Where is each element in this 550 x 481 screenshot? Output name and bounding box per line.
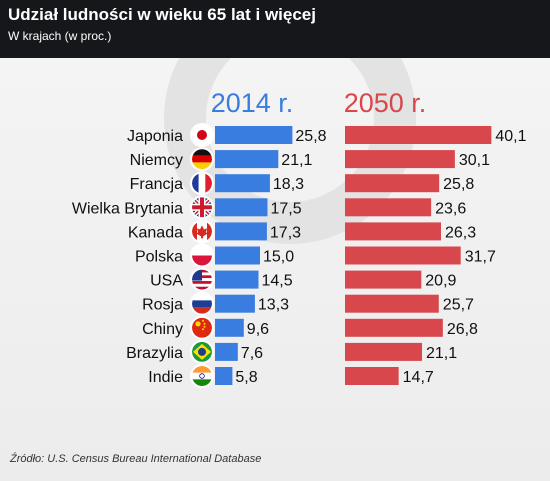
bar-2050	[345, 270, 422, 289]
bar-2014	[215, 318, 244, 337]
value-label-2050: 23,6	[435, 200, 466, 217]
uk-flag-icon	[192, 197, 212, 218]
france-flag-icon	[192, 173, 212, 194]
bar-2050	[345, 126, 492, 144]
chart-title: Udział ludności w wieku 65 lat i więcej	[8, 5, 316, 24]
legend-2050: 2050 r.	[344, 88, 427, 118]
bar-2014	[215, 270, 259, 289]
value-label-2014: 14,5	[262, 273, 293, 290]
category-label: Chiny	[142, 321, 183, 338]
value-label-2014: 17,3	[270, 224, 301, 241]
category-label: Wielka Brytania	[72, 200, 183, 217]
value-label-2050: 30,1	[459, 152, 490, 169]
bar-2014	[215, 222, 267, 241]
bar-2050	[345, 246, 461, 265]
value-label-2050: 25,8	[443, 176, 474, 193]
value-label-2014: 15,0	[263, 249, 294, 266]
source-note: Źródło: U.S. Census Bureau International…	[10, 453, 262, 465]
value-label-2050: 21,1	[426, 345, 457, 362]
value-label-2050: 20,9	[425, 273, 456, 290]
category-label: USA	[150, 273, 183, 290]
category-label: Indie	[148, 369, 183, 386]
germany-flag-icon	[192, 149, 212, 170]
brazil-flag-icon	[192, 341, 212, 362]
bar-2050	[345, 222, 441, 241]
logo-watermark	[164, 58, 416, 244]
category-label: Japonia	[127, 128, 183, 145]
canada-flag-icon	[192, 221, 212, 242]
bar-2014	[215, 174, 270, 193]
bar-2050	[345, 294, 439, 313]
category-label: Niemcy	[130, 152, 183, 169]
bar-2050	[345, 318, 443, 337]
russia-flag-icon	[192, 293, 212, 314]
category-label: Kanada	[128, 224, 183, 241]
bar-2050	[345, 174, 440, 193]
category-label: Francja	[130, 176, 183, 193]
value-label-2014: 17,5	[271, 200, 302, 217]
japan-flag-icon	[192, 125, 212, 145]
usa-flag-icon	[192, 269, 212, 290]
value-label-2014: 9,6	[247, 321, 269, 338]
value-label-2014: 7,6	[241, 345, 263, 362]
bar-2014	[215, 294, 255, 313]
bar-2014	[215, 246, 260, 265]
china-flag-icon	[192, 317, 212, 338]
value-label-2014: 13,3	[258, 297, 289, 314]
bar-2014	[215, 198, 268, 217]
value-label-2050: 31,7	[465, 249, 496, 266]
bar-2050	[345, 342, 423, 361]
value-label-2014: 21,1	[281, 152, 312, 169]
value-label-2050: 26,3	[445, 224, 476, 241]
legend-2014: 2014 r.	[211, 88, 294, 118]
category-label: Rosja	[142, 297, 183, 314]
bar-2050	[345, 367, 399, 385]
bar-2014	[215, 150, 279, 169]
poland-flag-icon	[192, 245, 212, 266]
value-label-2014: 18,3	[273, 176, 304, 193]
chart-header: Udział ludności w wieku 65 lat i więcej …	[0, 0, 550, 58]
bar-2014	[215, 126, 293, 144]
value-label-2014: 25,8	[295, 128, 326, 145]
value-label-2050: 40,1	[495, 128, 526, 145]
value-label-2014: 5,8	[235, 369, 257, 386]
bar-2014	[215, 342, 238, 361]
value-label-2050: 25,7	[443, 297, 474, 314]
category-label: Polska	[135, 249, 183, 266]
value-label-2050: 14,7	[403, 369, 434, 386]
bar-2050	[345, 198, 432, 217]
category-label: Brazylia	[126, 345, 183, 362]
bar-2050	[345, 150, 455, 169]
india-flag-icon	[192, 366, 212, 386]
value-label-2050: 26,8	[447, 321, 478, 338]
bar-2014	[215, 367, 233, 385]
chart-subtitle: W krajach (w proc.)	[8, 29, 112, 43]
